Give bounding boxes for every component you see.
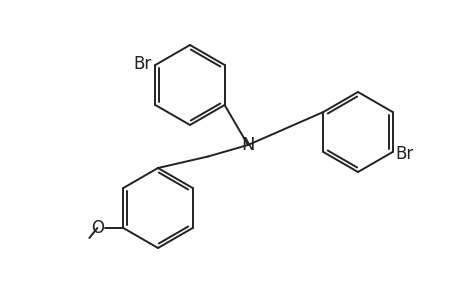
Text: O: O xyxy=(91,219,104,237)
Text: Br: Br xyxy=(395,145,413,163)
Text: Br: Br xyxy=(133,55,151,73)
Text: N: N xyxy=(241,136,254,154)
